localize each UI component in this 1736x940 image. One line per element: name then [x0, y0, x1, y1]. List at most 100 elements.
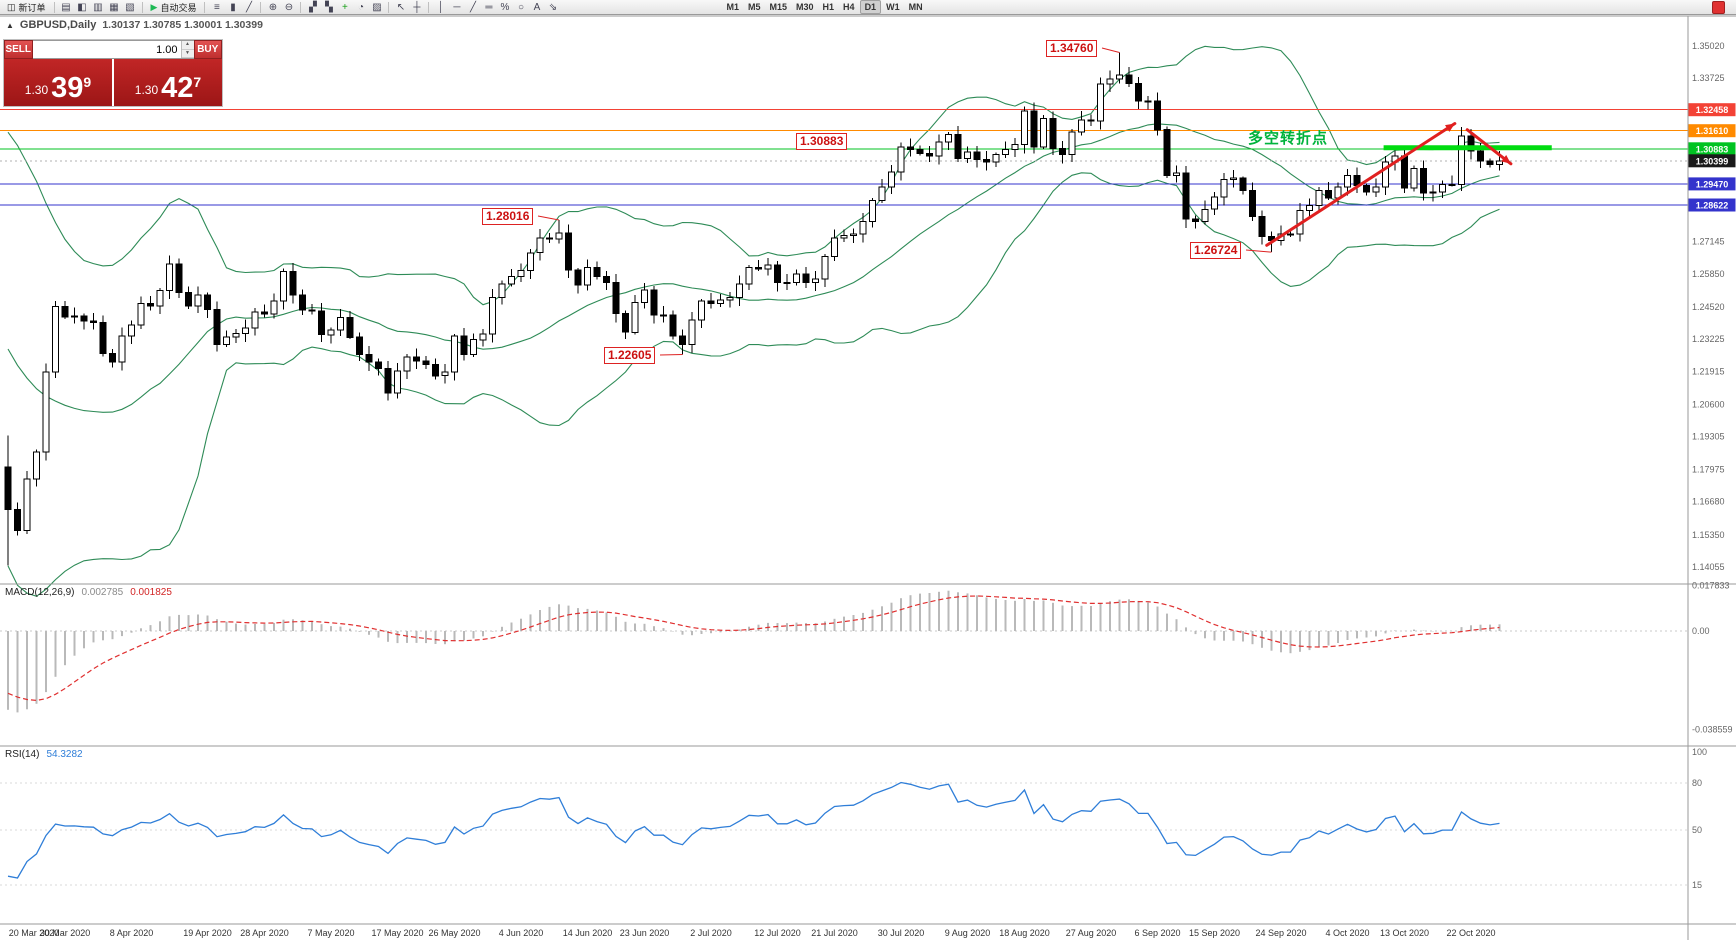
sell-button[interactable]: SELL [4, 40, 33, 59]
shapes-icon[interactable]: ○ [517, 1, 524, 13]
svg-text:12 Jul 2020: 12 Jul 2020 [754, 928, 801, 938]
autotrading-button[interactable]: ▶ 自动交易 [150, 1, 197, 13]
horizontal-line-icon[interactable]: ─ [453, 1, 461, 13]
indicators-icon[interactable]: + [342, 1, 348, 13]
price-callout[interactable]: 1.22605 [604, 347, 656, 364]
volume-box: ▲ ▼ [32, 40, 194, 59]
vertical-line-icon[interactable]: │ [437, 1, 445, 13]
rsi-panel-label: RSI(14) 54.3282 [5, 749, 83, 760]
periods-icon[interactable]: ◔ [357, 1, 364, 13]
macd-value: 0.002785 [81, 587, 124, 598]
macd-panel-label: MACD(12,26,9) 0.002785 0.001825 [5, 587, 172, 598]
svg-text:1.19305: 1.19305 [1692, 432, 1725, 442]
macd-name: MACD(12,26,9) [5, 587, 75, 598]
volume-up-button[interactable]: ▲ [181, 41, 194, 50]
svg-text:24 Sep 2020: 24 Sep 2020 [1255, 928, 1306, 938]
svg-text:1.16680: 1.16680 [1692, 497, 1725, 507]
strategy-tester-icon[interactable]: ▧ [125, 1, 135, 13]
svg-text:1.15350: 1.15350 [1692, 530, 1725, 540]
templates-icon[interactable]: ▨ [372, 1, 382, 13]
svg-text:1.31610: 1.31610 [1696, 126, 1729, 136]
turning-point-note[interactable]: 多空转折点 [1248, 130, 1329, 147]
buy-button[interactable]: BUY [193, 40, 222, 59]
price-callout[interactable]: 1.34760 [1046, 40, 1098, 57]
timeframe-mn[interactable]: MN [908, 2, 923, 12]
svg-text:1.23225: 1.23225 [1692, 334, 1725, 344]
price-callout[interactable]: 1.26724 [1190, 242, 1242, 259]
svg-text:1.25850: 1.25850 [1692, 269, 1725, 279]
svg-text:23 Jun 2020: 23 Jun 2020 [620, 928, 670, 938]
candlestick-icon[interactable]: ▮ [230, 1, 236, 13]
svg-text:1.30399: 1.30399 [1696, 156, 1729, 166]
arrange-windows-icon[interactable]: ▚ [325, 1, 333, 13]
arrows-icon[interactable]: ⇘ [548, 1, 558, 13]
tile-windows-icon[interactable]: ▞ [309, 1, 317, 13]
sell-price-prefix: 1.30 [24, 83, 49, 97]
macd-signal-value: 0.001825 [130, 587, 172, 598]
volume-down-button[interactable]: ▼ [181, 49, 194, 58]
channel-icon[interactable]: ═ [485, 1, 493, 13]
toolbar-icons: ◫ 新订单 ▤ ◧ ▥ ▦ ▧ ▶ 自动交易 ≡ ▮ ╱ ⊕ ⊖ ▞ ▚ + ◔ ▨ ↖ ┼ │ ─ ╱ ═% ○ A ⇘ [3, 1, 560, 14]
toolbar-separator [260, 1, 262, 13]
trendline-icon[interactable]: ╱ [469, 1, 476, 13]
toolbar-separator [300, 1, 302, 13]
svg-text:1.32458: 1.32458 [1696, 105, 1729, 115]
svg-text:26 May 2020: 26 May 2020 [428, 928, 480, 938]
market-watch-icon[interactable]: ▤ [61, 1, 71, 13]
text-icon[interactable]: A [533, 1, 541, 13]
svg-text:15: 15 [1692, 880, 1702, 890]
timeframe-m1[interactable]: M1 [726, 2, 739, 12]
cursor-icon[interactable]: ↖ [396, 1, 406, 13]
svg-text:21 Jul 2020: 21 Jul 2020 [811, 928, 858, 938]
svg-text:1.30883: 1.30883 [1696, 144, 1729, 154]
svg-text:4 Oct 2020: 4 Oct 2020 [1325, 928, 1369, 938]
timeframe-group: M1 M5 M15 M30 H1 H4 D1 W1 MN [722, 0, 926, 14]
svg-text:27 Aug 2020: 27 Aug 2020 [1066, 928, 1117, 938]
svg-text:50: 50 [1692, 825, 1702, 835]
svg-text:30 Mar 2020: 30 Mar 2020 [40, 928, 91, 938]
crosshair-icon[interactable]: ┼ [413, 1, 421, 13]
toolbar-separator [53, 1, 55, 13]
svg-text:1.20600: 1.20600 [1692, 399, 1725, 409]
svg-text:1.17975: 1.17975 [1692, 465, 1725, 475]
navigator-icon[interactable]: ▥ [93, 1, 103, 13]
buy-price-prefix: 1.30 [134, 83, 159, 97]
svg-text:14 Jun 2020: 14 Jun 2020 [563, 928, 613, 938]
line-chart-icon[interactable]: ╱ [245, 1, 252, 13]
chart-symbol-label: GBPUSD,Daily [19, 19, 97, 31]
toolbar-separator [204, 1, 206, 13]
sell-price-point: 9 [83, 74, 92, 90]
svg-text:1.35020: 1.35020 [1692, 41, 1725, 51]
timeframe-h1[interactable]: H1 [822, 2, 835, 12]
timeframe-w1[interactable]: W1 [886, 2, 900, 12]
zoom-out-icon[interactable]: ⊖ [284, 1, 294, 13]
one-click-collapse-icon[interactable]: ▲ [6, 21, 14, 30]
toolbar-separator [141, 1, 143, 13]
terminal-icon[interactable]: ▦ [109, 1, 119, 13]
buy-price-pips: 42 [161, 72, 194, 104]
svg-text:9 Aug 2020: 9 Aug 2020 [945, 928, 991, 938]
price-callout[interactable]: 1.28016 [482, 208, 534, 225]
fibonacci-icon[interactable]: % [500, 1, 510, 13]
new-order-button[interactable]: ◫ 新订单 [7, 1, 46, 13]
timeframe-d1[interactable]: D1 [859, 0, 882, 14]
timeframe-m30[interactable]: M30 [796, 2, 814, 12]
svg-text:15 Sep 2020: 15 Sep 2020 [1189, 928, 1240, 938]
svg-text:0.017833: 0.017833 [1692, 581, 1730, 591]
svg-text:1.33725: 1.33725 [1692, 73, 1725, 83]
timeframe-m5[interactable]: M5 [747, 2, 761, 12]
price-callout[interactable]: 1.30883 [796, 133, 848, 150]
sell-price-button[interactable]: 1.30 39 9 [4, 59, 112, 106]
data-window-icon[interactable]: ◧ [77, 1, 87, 13]
svg-text:7 May 2020: 7 May 2020 [307, 928, 354, 938]
svg-text:6 Sep 2020: 6 Sep 2020 [1134, 928, 1180, 938]
timeframe-m15[interactable]: M15 [769, 2, 788, 12]
svg-text:1.29470: 1.29470 [1696, 179, 1729, 189]
buy-price-button[interactable]: 1.30 42 7 [114, 59, 222, 106]
volume-input[interactable] [32, 41, 181, 58]
timeframe-h4[interactable]: H4 [843, 2, 855, 12]
bar-chart-icon[interactable]: ≡ [214, 1, 220, 13]
red-status-icon[interactable] [1712, 0, 1725, 14]
zoom-in-icon[interactable]: ⊕ [268, 1, 278, 13]
